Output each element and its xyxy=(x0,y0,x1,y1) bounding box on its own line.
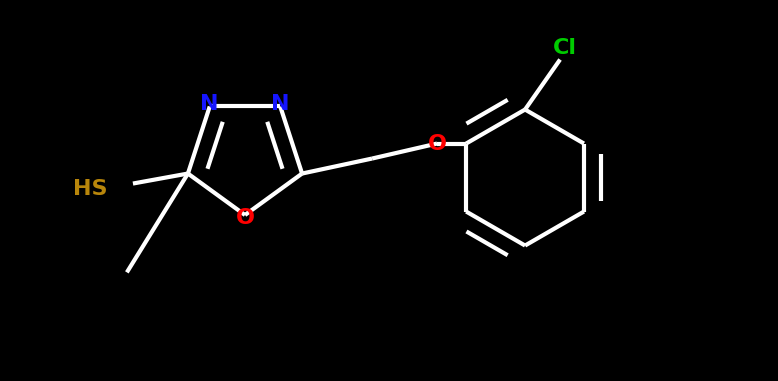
Text: O: O xyxy=(428,134,447,154)
Text: HS: HS xyxy=(73,179,108,199)
Text: O: O xyxy=(236,208,254,228)
Text: N: N xyxy=(271,94,289,114)
Text: N: N xyxy=(201,94,219,114)
Text: Cl: Cl xyxy=(553,38,577,58)
